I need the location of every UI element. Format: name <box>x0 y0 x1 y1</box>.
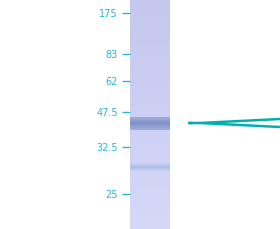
Bar <box>130 145 170 149</box>
Bar <box>130 195 170 199</box>
Bar <box>130 187 170 191</box>
Bar <box>130 119 170 120</box>
Bar <box>130 164 170 165</box>
Bar <box>130 129 170 130</box>
Bar <box>130 168 170 169</box>
Bar <box>130 19 170 23</box>
Bar <box>130 118 170 119</box>
Bar <box>130 183 170 188</box>
Bar <box>130 172 170 176</box>
Bar <box>130 118 170 123</box>
Bar <box>130 125 170 126</box>
Bar <box>130 0 170 4</box>
Bar <box>130 168 170 172</box>
Bar <box>130 118 170 119</box>
Bar <box>130 179 170 184</box>
Bar <box>130 127 170 128</box>
Bar <box>130 202 170 207</box>
Bar <box>130 80 170 85</box>
Bar <box>130 210 170 214</box>
Bar <box>130 73 170 77</box>
Bar <box>130 149 170 153</box>
Bar <box>130 218 170 222</box>
Bar <box>130 61 170 65</box>
Bar <box>130 199 170 203</box>
Bar <box>130 111 170 115</box>
Bar <box>130 92 170 96</box>
Bar <box>130 107 170 111</box>
Bar <box>130 65 170 69</box>
Bar <box>130 42 170 46</box>
Bar <box>130 160 170 165</box>
Bar <box>130 23 170 27</box>
Bar <box>130 38 170 43</box>
Text: 83: 83 <box>106 50 118 60</box>
Bar <box>130 114 170 119</box>
Bar <box>130 164 170 165</box>
Text: 25: 25 <box>106 189 118 199</box>
Bar <box>130 137 170 142</box>
Bar <box>130 27 170 31</box>
Bar <box>130 166 170 167</box>
Bar <box>130 225 170 229</box>
Bar <box>130 127 170 128</box>
Bar <box>130 123 170 124</box>
Text: 47.5: 47.5 <box>96 108 118 117</box>
Bar <box>130 125 170 126</box>
Bar <box>130 124 170 125</box>
Bar <box>130 206 170 210</box>
Bar <box>130 53 170 58</box>
Bar <box>130 57 170 62</box>
Bar <box>130 156 170 161</box>
Bar <box>130 163 170 164</box>
Bar <box>130 69 170 73</box>
Bar <box>130 122 170 123</box>
Bar <box>130 221 170 226</box>
Text: 32.5: 32.5 <box>96 142 118 152</box>
Bar <box>130 170 170 171</box>
Bar <box>130 30 170 35</box>
Bar <box>130 166 170 167</box>
Bar <box>130 167 170 168</box>
Bar <box>130 95 170 100</box>
Bar <box>130 117 170 118</box>
Bar <box>130 4 170 8</box>
Bar <box>130 165 170 166</box>
Bar <box>130 122 170 123</box>
Bar <box>130 121 170 122</box>
Bar <box>130 15 170 20</box>
Bar <box>130 76 170 81</box>
Bar <box>130 176 170 180</box>
Bar <box>130 50 170 54</box>
Bar <box>130 84 170 88</box>
Bar <box>130 120 170 121</box>
Bar <box>130 171 170 172</box>
Bar <box>130 191 170 195</box>
Bar <box>130 164 170 169</box>
Bar <box>130 123 170 124</box>
Bar <box>130 99 170 104</box>
Text: 62: 62 <box>106 77 118 87</box>
Bar <box>130 167 170 168</box>
Bar <box>130 169 170 170</box>
Bar <box>130 88 170 92</box>
Bar <box>130 128 170 129</box>
Text: 175: 175 <box>99 9 118 19</box>
Bar <box>130 141 170 146</box>
Bar <box>130 134 170 138</box>
Bar <box>130 46 170 50</box>
Bar <box>130 8 170 12</box>
Bar <box>130 214 170 218</box>
Bar <box>130 153 170 157</box>
Bar <box>130 165 170 166</box>
Bar <box>130 129 170 130</box>
Bar <box>130 126 170 130</box>
Bar <box>130 170 170 171</box>
Bar <box>130 122 170 126</box>
Bar <box>130 126 170 127</box>
Bar <box>130 11 170 16</box>
Bar <box>130 130 170 134</box>
Bar <box>130 34 170 39</box>
Bar <box>130 103 170 107</box>
